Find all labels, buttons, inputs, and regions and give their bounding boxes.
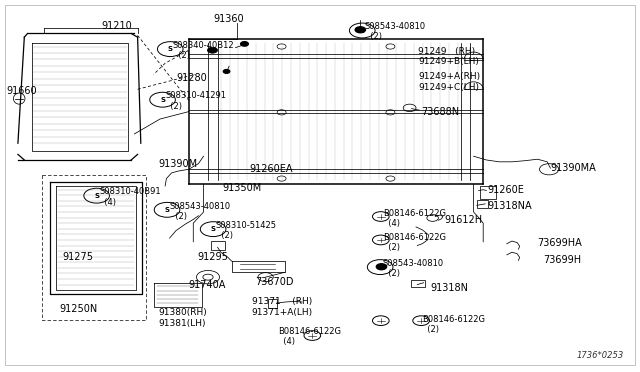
Text: S: S bbox=[211, 226, 216, 232]
Circle shape bbox=[355, 27, 365, 33]
Text: 91390MA: 91390MA bbox=[550, 163, 596, 173]
Text: B08146-6122G
  (4): B08146-6122G (4) bbox=[278, 327, 341, 346]
Text: 91350M: 91350M bbox=[223, 183, 262, 193]
Text: S08543-40810
  (2): S08543-40810 (2) bbox=[170, 202, 231, 221]
Text: 91295: 91295 bbox=[197, 252, 228, 262]
Text: 91318N: 91318N bbox=[430, 283, 468, 293]
Text: S08340-40B12
  (2): S08340-40B12 (2) bbox=[173, 41, 234, 60]
Text: S08543-40810
  (2): S08543-40810 (2) bbox=[383, 259, 444, 278]
Text: S: S bbox=[160, 97, 165, 103]
Circle shape bbox=[376, 264, 387, 270]
Text: S: S bbox=[164, 207, 170, 213]
Text: 73699H: 73699H bbox=[543, 255, 581, 264]
Text: 91260EA: 91260EA bbox=[250, 164, 293, 174]
Text: S: S bbox=[168, 46, 173, 52]
Text: 91249   (RH)
91249+B(LH): 91249 (RH) 91249+B(LH) bbox=[418, 47, 479, 66]
Text: 91390M: 91390M bbox=[159, 159, 198, 169]
Text: 1736*0253: 1736*0253 bbox=[577, 351, 624, 360]
Text: 91740A: 91740A bbox=[189, 280, 226, 289]
Text: B08146-6122G
  (2): B08146-6122G (2) bbox=[383, 233, 445, 252]
Text: 91371    (RH)
91371+A(LH): 91371 (RH) 91371+A(LH) bbox=[252, 297, 313, 317]
Text: 91360: 91360 bbox=[213, 14, 244, 23]
Text: 91250N: 91250N bbox=[60, 304, 98, 314]
Circle shape bbox=[207, 47, 218, 53]
Text: S08310-40B91
  (4): S08310-40B91 (4) bbox=[99, 187, 161, 207]
Text: 91275: 91275 bbox=[63, 252, 93, 262]
Text: S08310-41291
  (2): S08310-41291 (2) bbox=[165, 92, 226, 111]
Bar bbox=[411, 280, 425, 287]
Text: 91260E: 91260E bbox=[488, 185, 525, 195]
Text: 73688N: 73688N bbox=[421, 107, 460, 116]
Text: S: S bbox=[378, 264, 383, 270]
Bar bbox=[211, 241, 225, 250]
Text: 91380(RH)
91381(LH): 91380(RH) 91381(LH) bbox=[159, 308, 207, 328]
Text: 73699HA: 73699HA bbox=[538, 238, 582, 247]
Text: S08310-51425
  (2): S08310-51425 (2) bbox=[216, 221, 276, 240]
Text: 91280: 91280 bbox=[177, 73, 207, 83]
Text: S: S bbox=[360, 28, 365, 33]
Bar bbox=[268, 299, 277, 308]
Circle shape bbox=[223, 70, 230, 73]
Bar bbox=[480, 186, 496, 199]
Text: 91210: 91210 bbox=[101, 21, 132, 31]
Text: 91249+A(RH)
91249+C(LH): 91249+A(RH) 91249+C(LH) bbox=[418, 72, 480, 92]
Text: S: S bbox=[94, 193, 99, 199]
Text: 73670D: 73670D bbox=[255, 277, 293, 286]
Text: 91660: 91660 bbox=[6, 86, 37, 96]
Text: S08543-40810
  (2): S08543-40810 (2) bbox=[365, 22, 426, 41]
Text: B08146-6122G
  (4): B08146-6122G (4) bbox=[383, 209, 445, 228]
Circle shape bbox=[241, 42, 248, 46]
Bar bbox=[477, 200, 488, 208]
Text: 91318NA: 91318NA bbox=[488, 202, 532, 211]
Text: B08146-6122G
  (2): B08146-6122G (2) bbox=[422, 315, 485, 334]
Text: 91612H: 91612H bbox=[445, 215, 483, 225]
